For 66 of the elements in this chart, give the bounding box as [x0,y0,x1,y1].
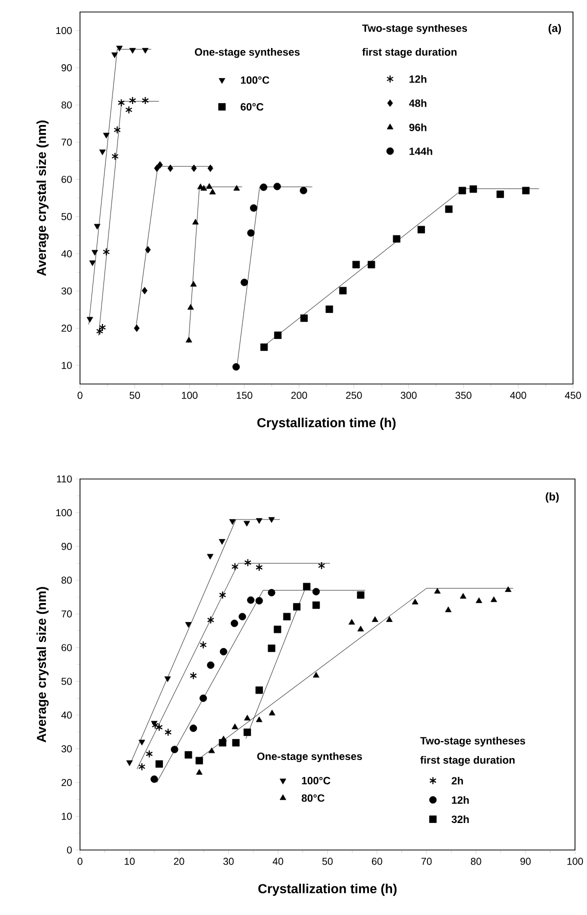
annotation: first stage duration [362,48,457,58]
x-tick-label: 40 [272,858,284,865]
x-tick-label: 200 [291,392,308,399]
legend-label: 100°C [302,776,330,784]
x-axis-title: Crystallization time (h) [258,884,397,896]
legend-label: 2h [452,776,463,784]
x-tick-label: 350 [455,392,472,399]
x-tick-label: 80 [470,858,482,865]
x-tick-label: 70 [421,858,432,865]
annotation: (b) [546,492,559,503]
y-tick-label: 100 [56,509,72,516]
y-tick-label: 40 [61,250,72,258]
x-tick-label: 10 [124,858,135,865]
x-tick-label: 90 [520,858,531,865]
y-tick-label: 20 [62,324,72,332]
y-tick-label: 40 [61,712,72,719]
y-tick-label: 80 [62,101,72,109]
annotation: Two-stage syntheses [362,24,468,34]
legend-label: 96h [409,123,426,132]
y-tick-label: 20 [62,779,72,786]
y-tick-label: 30 [61,287,72,295]
y-tick-label: 70 [62,610,72,618]
y-tick-label: 90 [62,64,72,72]
legend-label: 100°C [240,76,270,84]
annotation: One-stage syntheses [194,48,300,58]
x-tick-label: 50 [322,858,333,865]
legend-label: 12h [452,796,469,804]
annotation: One-stage syntheses [257,752,362,762]
x-tick-label: 150 [236,392,252,399]
legend-label: 48h [409,99,426,107]
x-tick-label: 60 [372,858,382,865]
y-tick-label: 60 [62,644,72,652]
y-tick-label: 50 [61,213,72,220]
x-tick-label: 20 [174,858,184,865]
y-tick-label: 90 [62,542,72,550]
annotation: Two-stage syntheses [420,736,526,747]
y-tick-label: 60 [62,176,72,183]
y-tick-label: 50 [61,678,72,685]
x-tick-label: 450 [564,392,581,399]
y-tick-label: 30 [61,745,72,752]
y-tick-label: 0 [67,846,72,854]
y-tick-label: 10 [62,812,72,820]
x-tick-label: 30 [223,858,234,865]
x-axis-title: Crystallization time (h) [257,418,396,430]
legend-label: 80°C [302,794,325,802]
annotation: first stage duration [420,756,515,766]
legend-label: 12h [410,75,426,83]
y-tick-label: 10 [62,362,72,369]
x-tick-label: 300 [400,392,417,399]
y-tick-label: 70 [62,138,72,146]
x-tick-label: 0 [78,392,82,399]
y-axis-title: Average crystal size (nm) [36,120,49,276]
x-tick-label: 250 [346,392,362,399]
y-tick-label: 80 [62,576,72,584]
x-tick-label: 0 [78,858,82,865]
x-tick-label: 100 [567,858,583,865]
legend-label: 144h [410,147,432,155]
annotation: (a) [548,24,561,34]
x-tick-label: 100 [182,392,198,399]
legend-label: 60°C [240,103,264,111]
x-tick-label: 400 [510,392,526,399]
y-tick-label: 110 [57,475,72,483]
y-axis-title: Average crystal size (nm) [36,587,49,742]
x-tick-label: 50 [130,392,140,399]
legend-label: 32h [452,815,469,824]
y-tick-label: 100 [56,27,72,34]
